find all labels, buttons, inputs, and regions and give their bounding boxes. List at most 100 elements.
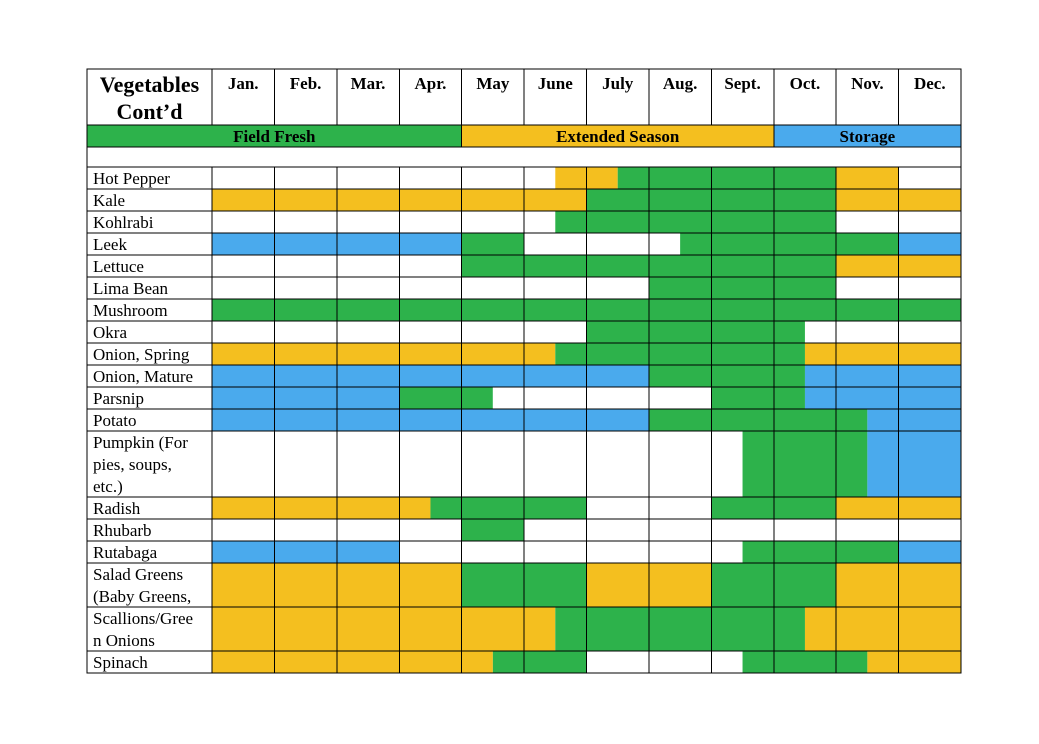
season-cell — [399, 387, 462, 409]
season-cell — [773, 651, 837, 673]
season-cell — [586, 519, 649, 541]
season-cell — [773, 563, 837, 607]
vegetable-name: Onion, Spring — [93, 345, 190, 364]
season-cell — [399, 607, 462, 651]
season-cell — [212, 541, 275, 563]
season-cell-half — [742, 651, 774, 673]
month-header-sept: Sept. — [724, 74, 760, 93]
season-cell-half — [555, 343, 587, 365]
month-header-oct: Oct. — [790, 74, 821, 93]
vegetable-name: Potato — [93, 411, 136, 430]
season-cell — [524, 651, 587, 673]
season-cell-half — [430, 497, 462, 519]
season-cell — [898, 497, 961, 519]
season-cell — [898, 387, 961, 409]
season-cell — [648, 563, 712, 607]
season-cell — [648, 211, 712, 233]
season-cell — [274, 189, 337, 211]
season-cell — [773, 255, 837, 277]
season-cell — [648, 651, 712, 673]
season-cell — [212, 277, 275, 299]
season-cell-half — [773, 365, 805, 387]
season-cell — [836, 541, 899, 563]
season-cell — [336, 189, 400, 211]
season-cell — [274, 365, 337, 387]
season-cell-half — [804, 343, 837, 365]
season-cell — [836, 321, 899, 343]
season-cell — [274, 541, 337, 563]
season-cell — [212, 497, 275, 519]
season-cell-half — [773, 387, 805, 409]
season-cell — [586, 563, 649, 607]
season-cell — [274, 651, 337, 673]
season-cell — [648, 321, 712, 343]
season-cell — [836, 277, 899, 299]
season-cell — [711, 233, 774, 255]
season-cell — [461, 233, 525, 255]
season-cell — [898, 541, 961, 563]
season-cell — [773, 409, 837, 431]
legend-label-storage: Storage — [840, 127, 896, 146]
season-cell — [399, 233, 462, 255]
vegetable-name: pies, soups, — [93, 455, 172, 474]
season-cell — [898, 299, 961, 321]
season-cell — [711, 519, 774, 541]
season-cell — [898, 431, 961, 497]
season-cell — [711, 167, 774, 189]
season-cell — [461, 277, 525, 299]
vegetable-name: Kohlrabi — [93, 213, 154, 232]
season-cell — [711, 365, 774, 387]
month-header-feb: Feb. — [290, 74, 322, 93]
season-cell-half — [711, 431, 743, 497]
season-cell — [212, 365, 275, 387]
season-cell — [773, 519, 837, 541]
legend-band-extended-season — [461, 125, 774, 147]
season-cell — [212, 563, 275, 607]
season-cell-half — [773, 321, 805, 343]
season-cell — [711, 321, 774, 343]
season-cell — [648, 255, 712, 277]
season-cell — [336, 167, 400, 189]
season-cell — [399, 409, 462, 431]
season-cell — [274, 431, 337, 497]
season-cell — [336, 497, 400, 519]
season-cell — [898, 255, 961, 277]
season-cell — [274, 233, 337, 255]
season-cell — [836, 299, 899, 321]
season-cell — [399, 519, 462, 541]
season-cell — [524, 409, 587, 431]
season-cell — [586, 431, 649, 497]
vegetable-name: Scallions/Gree — [93, 609, 193, 628]
month-header-june: June — [538, 74, 573, 93]
season-cell — [461, 189, 525, 211]
season-cell — [212, 607, 275, 651]
season-cell — [336, 541, 400, 563]
season-cell — [586, 277, 649, 299]
season-cell — [399, 211, 462, 233]
season-cell-half — [524, 343, 556, 365]
season-cell — [274, 255, 337, 277]
vegetable-name: etc.) — [93, 477, 123, 496]
season-cell — [212, 343, 275, 365]
season-cell — [648, 189, 712, 211]
season-cell — [524, 233, 587, 255]
season-cell — [212, 321, 275, 343]
season-cell — [212, 167, 275, 189]
season-cell — [711, 299, 774, 321]
vegetable-name: Radish — [93, 499, 141, 518]
season-cell — [524, 541, 587, 563]
season-cell — [586, 189, 649, 211]
season-cell — [212, 651, 275, 673]
season-cell — [836, 519, 899, 541]
season-cell — [274, 299, 337, 321]
season-cell — [524, 431, 587, 497]
season-cell — [399, 563, 462, 607]
season-cell — [836, 167, 899, 189]
season-cell-half — [742, 431, 774, 497]
season-cell — [461, 343, 525, 365]
season-cell — [274, 409, 337, 431]
season-cell — [399, 343, 462, 365]
season-cell — [274, 277, 337, 299]
season-cell — [461, 321, 525, 343]
season-cell — [898, 519, 961, 541]
